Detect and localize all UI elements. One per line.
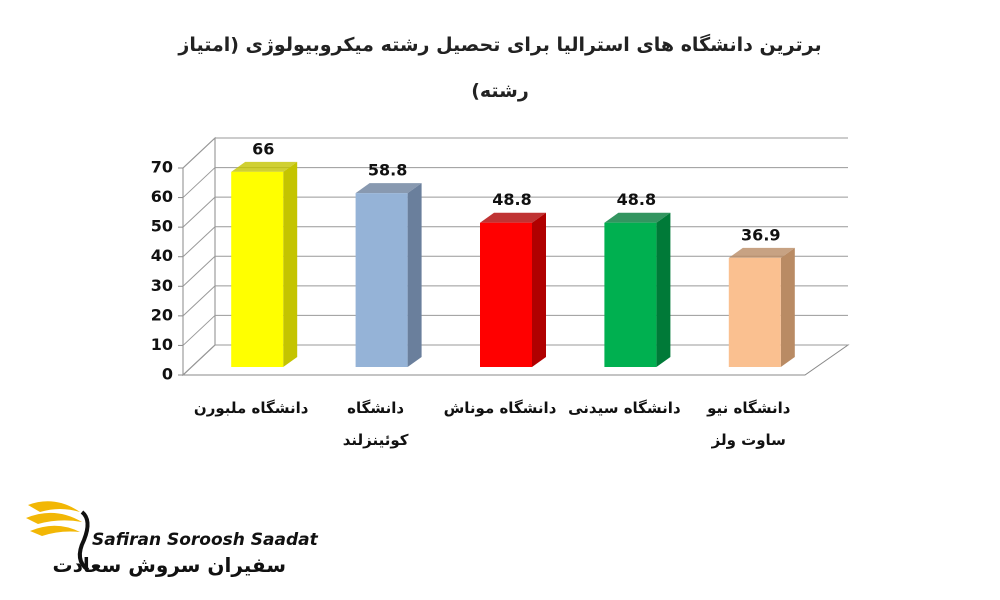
y-tick-label: 70	[151, 158, 173, 177]
bar-top	[231, 161, 298, 172]
data-label: 36.9	[741, 225, 780, 244]
bar-side	[532, 212, 546, 367]
y-tick-label: 40	[151, 246, 173, 265]
grid-line	[182, 167, 216, 198]
x-tick-label: دانشگاه سیدنی	[568, 399, 681, 417]
bar-side	[656, 212, 671, 367]
data-label: 58.8	[368, 161, 407, 180]
left-wall	[182, 136, 216, 377]
grid-line	[182, 285, 216, 317]
y-tick-label: 20	[151, 305, 173, 324]
x-tick-label: دانشگاه کوئینزلند	[342, 399, 409, 449]
data-label: 66	[252, 139, 274, 158]
y-tick-label: 10	[151, 335, 173, 354]
grid-line	[182, 196, 216, 228]
data-label: 48.8	[492, 190, 531, 209]
grid-line	[182, 315, 216, 346]
logo-name-en: Safiran Soroosh Saadat	[92, 530, 318, 550]
grid-line	[182, 137, 216, 169]
bar	[231, 171, 284, 367]
chart-title: برترین دانشگاه های استرالیا برای تحصیل ر…	[178, 34, 822, 102]
bar	[604, 222, 657, 367]
data-label: 48.8	[617, 190, 656, 209]
x-tick-label: دانشگاه موناش	[443, 399, 557, 417]
y-tick-label: 0	[162, 365, 173, 384]
bar-side	[407, 183, 422, 367]
bar	[728, 257, 781, 367]
grid-line	[182, 344, 216, 376]
logo-name-fa: سفیران سروش سعادت	[52, 553, 287, 577]
x-tick-label: دانشگاه ملبورن	[193, 399, 309, 417]
x-tick-label: دانشگاه نیو ساوت ولز	[707, 399, 791, 449]
bar-side	[283, 161, 298, 367]
logo-mark	[26, 501, 90, 572]
bar-side	[780, 247, 795, 367]
bar-top	[604, 212, 671, 223]
grid-line	[182, 255, 216, 287]
bar-top	[355, 183, 422, 194]
bar	[355, 193, 408, 367]
y-tick-label: 30	[151, 276, 173, 295]
y-tick-label: 60	[151, 187, 173, 206]
grid-line	[182, 226, 216, 258]
bar-top	[728, 247, 795, 258]
y-tick-label: 50	[151, 217, 173, 236]
bar	[480, 222, 532, 367]
bar-top	[480, 212, 546, 223]
